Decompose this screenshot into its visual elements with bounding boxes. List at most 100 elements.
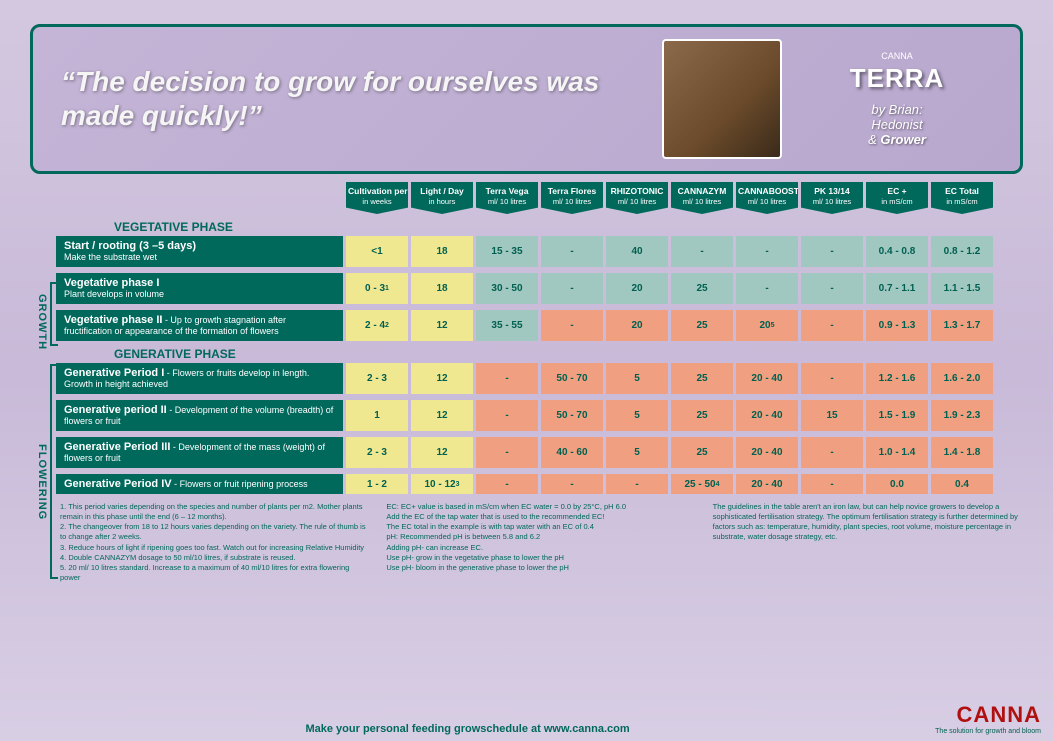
side-flowering: FLOWERING xyxy=(36,444,48,520)
table-cell: - xyxy=(801,236,863,267)
row-label: Generative Period IV - Flowers or fruit … xyxy=(56,474,343,494)
row-label: Vegetative phase IPlant develops in volu… xyxy=(56,273,343,304)
table-cell: 12 xyxy=(411,437,473,468)
table-cell: - xyxy=(801,273,863,304)
table-cell: 1 - 2 xyxy=(346,474,408,494)
table-cell: 25 xyxy=(671,363,733,394)
row-label: Generative Period I - Flowers or fruits … xyxy=(56,363,343,394)
table-cell: 1.6 - 2.0 xyxy=(931,363,993,394)
table-cell: 0.7 - 1.1 xyxy=(866,273,928,304)
table-cell: 12 xyxy=(411,363,473,394)
footer-cta: Make your personal feeding growschedule … xyxy=(0,723,935,735)
table-cell: 18 xyxy=(411,273,473,304)
table-cell: 0.9 - 1.3 xyxy=(866,310,928,341)
table-row: Generative period II - Development of th… xyxy=(56,400,1023,431)
table-cell: 20 - 40 xyxy=(736,363,798,394)
table-cell: - xyxy=(541,474,603,494)
table-cell: 2 - 42 xyxy=(346,310,408,341)
table-cell: 0 - 31 xyxy=(346,273,408,304)
table-cell: - xyxy=(671,236,733,267)
phase-vegetative: VEGETATIVE PHASE xyxy=(114,220,1023,234)
column-header: Terra Floresml/ 10 litres xyxy=(541,182,603,214)
footnote-col3: The guidelines in the table aren't an ir… xyxy=(713,502,1023,583)
table-cell: 50 - 70 xyxy=(541,400,603,431)
table-cell: 20 - 40 xyxy=(736,437,798,468)
row-label: Generative Period III - Development of t… xyxy=(56,437,343,468)
table-cell: - xyxy=(801,474,863,494)
table-cell: 1.3 - 1.7 xyxy=(931,310,993,341)
footnote-col2: EC: EC+ value is based in mS/cm when EC … xyxy=(386,502,696,583)
side-growth: GROWTH xyxy=(36,294,48,350)
table-cell: - xyxy=(736,236,798,267)
table-cell: - xyxy=(476,437,538,468)
column-header: Cultivation periodin weeks xyxy=(346,182,408,214)
table-cell: - xyxy=(606,474,668,494)
table-cell: 1.9 - 2.3 xyxy=(931,400,993,431)
table-cell: 20 xyxy=(606,310,668,341)
phase-generative: GENERATIVE PHASE xyxy=(114,347,1023,361)
canna-logo: CANNA The solution for growth and bloom xyxy=(935,702,1041,735)
table-cell: 15 - 35 xyxy=(476,236,538,267)
table-cell: 25 xyxy=(671,310,733,341)
table-cell: 12 xyxy=(411,310,473,341)
brand-block: CANNA TERRA by Brian: Hedonist & Grower xyxy=(802,51,992,147)
table-cell: 0.4 - 0.8 xyxy=(866,236,928,267)
table-cell: - xyxy=(801,437,863,468)
column-header: EC Totalin mS/cm xyxy=(931,182,993,214)
table-cell: 40 - 60 xyxy=(541,437,603,468)
table-cell: 5 xyxy=(606,363,668,394)
table-row: Generative Period IV - Flowers or fruit … xyxy=(56,474,1023,494)
table-cell: 20 - 40 xyxy=(736,474,798,494)
grower-photo xyxy=(662,39,782,159)
table-cell: - xyxy=(476,363,538,394)
row-label: Vegetative phase II - Up to growth stagn… xyxy=(56,310,343,341)
byline-role2: Grower xyxy=(880,132,926,147)
table-cell: 0.8 - 1.2 xyxy=(931,236,993,267)
column-header: Light / Dayin hours xyxy=(411,182,473,214)
column-header: EC +in mS/cm xyxy=(866,182,928,214)
column-header: CANNAZYMml/ 10 litres xyxy=(671,182,733,214)
terra-logo: TERRA xyxy=(802,63,992,94)
table-cell: 25 - 504 xyxy=(671,474,733,494)
table-cell: 5 xyxy=(606,437,668,468)
footnotes: 1. This period varies depending on the s… xyxy=(60,502,1023,583)
table-cell: 35 - 55 xyxy=(476,310,538,341)
byline-role1: Hedonist xyxy=(871,117,922,132)
row-label: Generative period II - Development of th… xyxy=(56,400,343,431)
table-cell: 205 xyxy=(736,310,798,341)
column-header: PK 13/14ml/ 10 litres xyxy=(801,182,863,214)
table-cell: 1.2 - 1.6 xyxy=(866,363,928,394)
table-cell: 1.0 - 1.4 xyxy=(866,437,928,468)
table-cell: 1.5 - 1.9 xyxy=(866,400,928,431)
byline-pre: by Brian: xyxy=(871,102,922,117)
table-row: Vegetative phase II - Up to growth stagn… xyxy=(56,310,1023,341)
table-cell: 25 xyxy=(671,400,733,431)
canna-tagline: The solution for growth and bloom xyxy=(935,728,1041,735)
table-cell: - xyxy=(541,273,603,304)
table-cell: 25 xyxy=(671,273,733,304)
table-cell: 40 xyxy=(606,236,668,267)
column-header: Terra Vegaml/ 10 litres xyxy=(476,182,538,214)
table-cell: 1 xyxy=(346,400,408,431)
table-cell: 2 - 3 xyxy=(346,437,408,468)
table-row: Start / rooting (3 –5 days)Make the subs… xyxy=(56,236,1023,267)
table-row: Generative Period I - Flowers or fruits … xyxy=(56,363,1023,394)
footer: Make your personal feeding growschedule … xyxy=(0,698,1053,741)
byline: by Brian: Hedonist & Grower xyxy=(802,102,992,147)
table-cell: 25 xyxy=(671,437,733,468)
header-panel: “The decision to grow for ourselves was … xyxy=(30,24,1023,174)
feeding-table: Cultivation periodin weeksLight / Dayin … xyxy=(56,182,1023,494)
table-cell: 5 xyxy=(606,400,668,431)
table-cell: 10 - 123 xyxy=(411,474,473,494)
table-cell: - xyxy=(541,236,603,267)
table-cell: - xyxy=(476,400,538,431)
table-cell: - xyxy=(541,310,603,341)
table-cell: 2 - 3 xyxy=(346,363,408,394)
table-cell: 1.4 - 1.8 xyxy=(931,437,993,468)
table-cell: - xyxy=(801,310,863,341)
table-cell: 20 xyxy=(606,273,668,304)
brand-small: CANNA xyxy=(802,51,992,61)
table-cell: 0.4 xyxy=(931,474,993,494)
table-cell: 12 xyxy=(411,400,473,431)
table-row: Generative Period III - Development of t… xyxy=(56,437,1023,468)
